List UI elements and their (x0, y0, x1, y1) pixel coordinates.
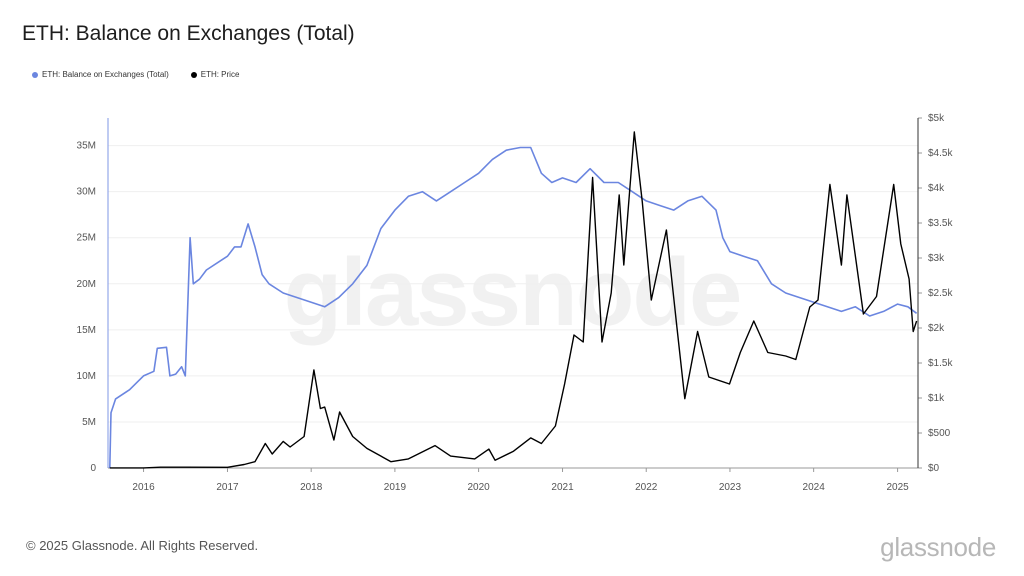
y-left-tick-label: 15M (77, 325, 96, 336)
price-series-line (109, 131, 918, 469)
legend-balance-dot-icon (32, 71, 38, 78)
series-layer (109, 131, 918, 469)
legend-item-price[interactable]: ETH: Price (190, 70, 240, 79)
x-tick-label: 2019 (384, 482, 407, 493)
y-left-tick-label: 20M (77, 279, 96, 290)
x-tick-label: 2025 (886, 482, 909, 493)
brand-logo: glassnode (880, 532, 996, 562)
y-right-tick-label: $500 (928, 428, 951, 439)
y-left-tick-label: 5M (82, 417, 96, 428)
x-tick-label: 2021 (551, 482, 574, 493)
copyright-text: © 2025 Glassnode. All Rights Reserved. (26, 538, 259, 553)
x-tick-label: 2024 (803, 482, 826, 493)
y-right-tick-label: $3.5k (928, 218, 953, 229)
x-tick-label: 2023 (719, 482, 742, 493)
x-tick-label: 2020 (467, 482, 490, 493)
y-right-tick-label: $1.5k (928, 358, 953, 369)
y-left-tick-label: 10M (77, 371, 96, 382)
y-right-tick-label: $1k (928, 393, 945, 404)
y-right-tick-label: $4.5k (928, 148, 953, 159)
grid-lines (108, 145, 918, 423)
y-right-tick-label: $2.5k (928, 288, 953, 299)
y-left-tick-label: 30M (77, 187, 96, 198)
x-tick-label: 2017 (216, 482, 239, 493)
y-left-tick-label: 35M (77, 141, 96, 152)
legend-price-label: ETH: Price (200, 70, 240, 79)
x-tick-label: 2022 (635, 482, 658, 493)
x-tick-label: 2016 (132, 482, 155, 493)
legend: ETH: Balance on Exchanges (Total) ETH: P… (32, 70, 239, 79)
axes: 0 5M 10M 15M 20M 25M 30M 35M $0 $500 $1k $1.5k $2k $2… (77, 113, 954, 493)
y-left-tick-label: 25M (77, 233, 96, 244)
y-right-tick-label: $4k (928, 183, 945, 194)
legend-price-dot-icon (190, 71, 197, 78)
balance-series-line (109, 146, 918, 469)
chart-title: ETH: Balance on Exchanges (Total) (22, 22, 355, 45)
y-right-tick-label: $3k (928, 253, 945, 264)
x-tick-label: 2018 (300, 482, 323, 493)
y-left-tick-label: 0 (90, 463, 96, 474)
y-right-tick-label: $5k (928, 113, 945, 124)
y-right-tick-label: $0 (928, 463, 940, 474)
y-right-tick-label: $2k (928, 323, 945, 334)
legend-item-balance[interactable]: ETH: Balance on Exchanges (Total) (32, 70, 169, 79)
legend-balance-label: ETH: Balance on Exchanges (Total) (42, 70, 169, 79)
